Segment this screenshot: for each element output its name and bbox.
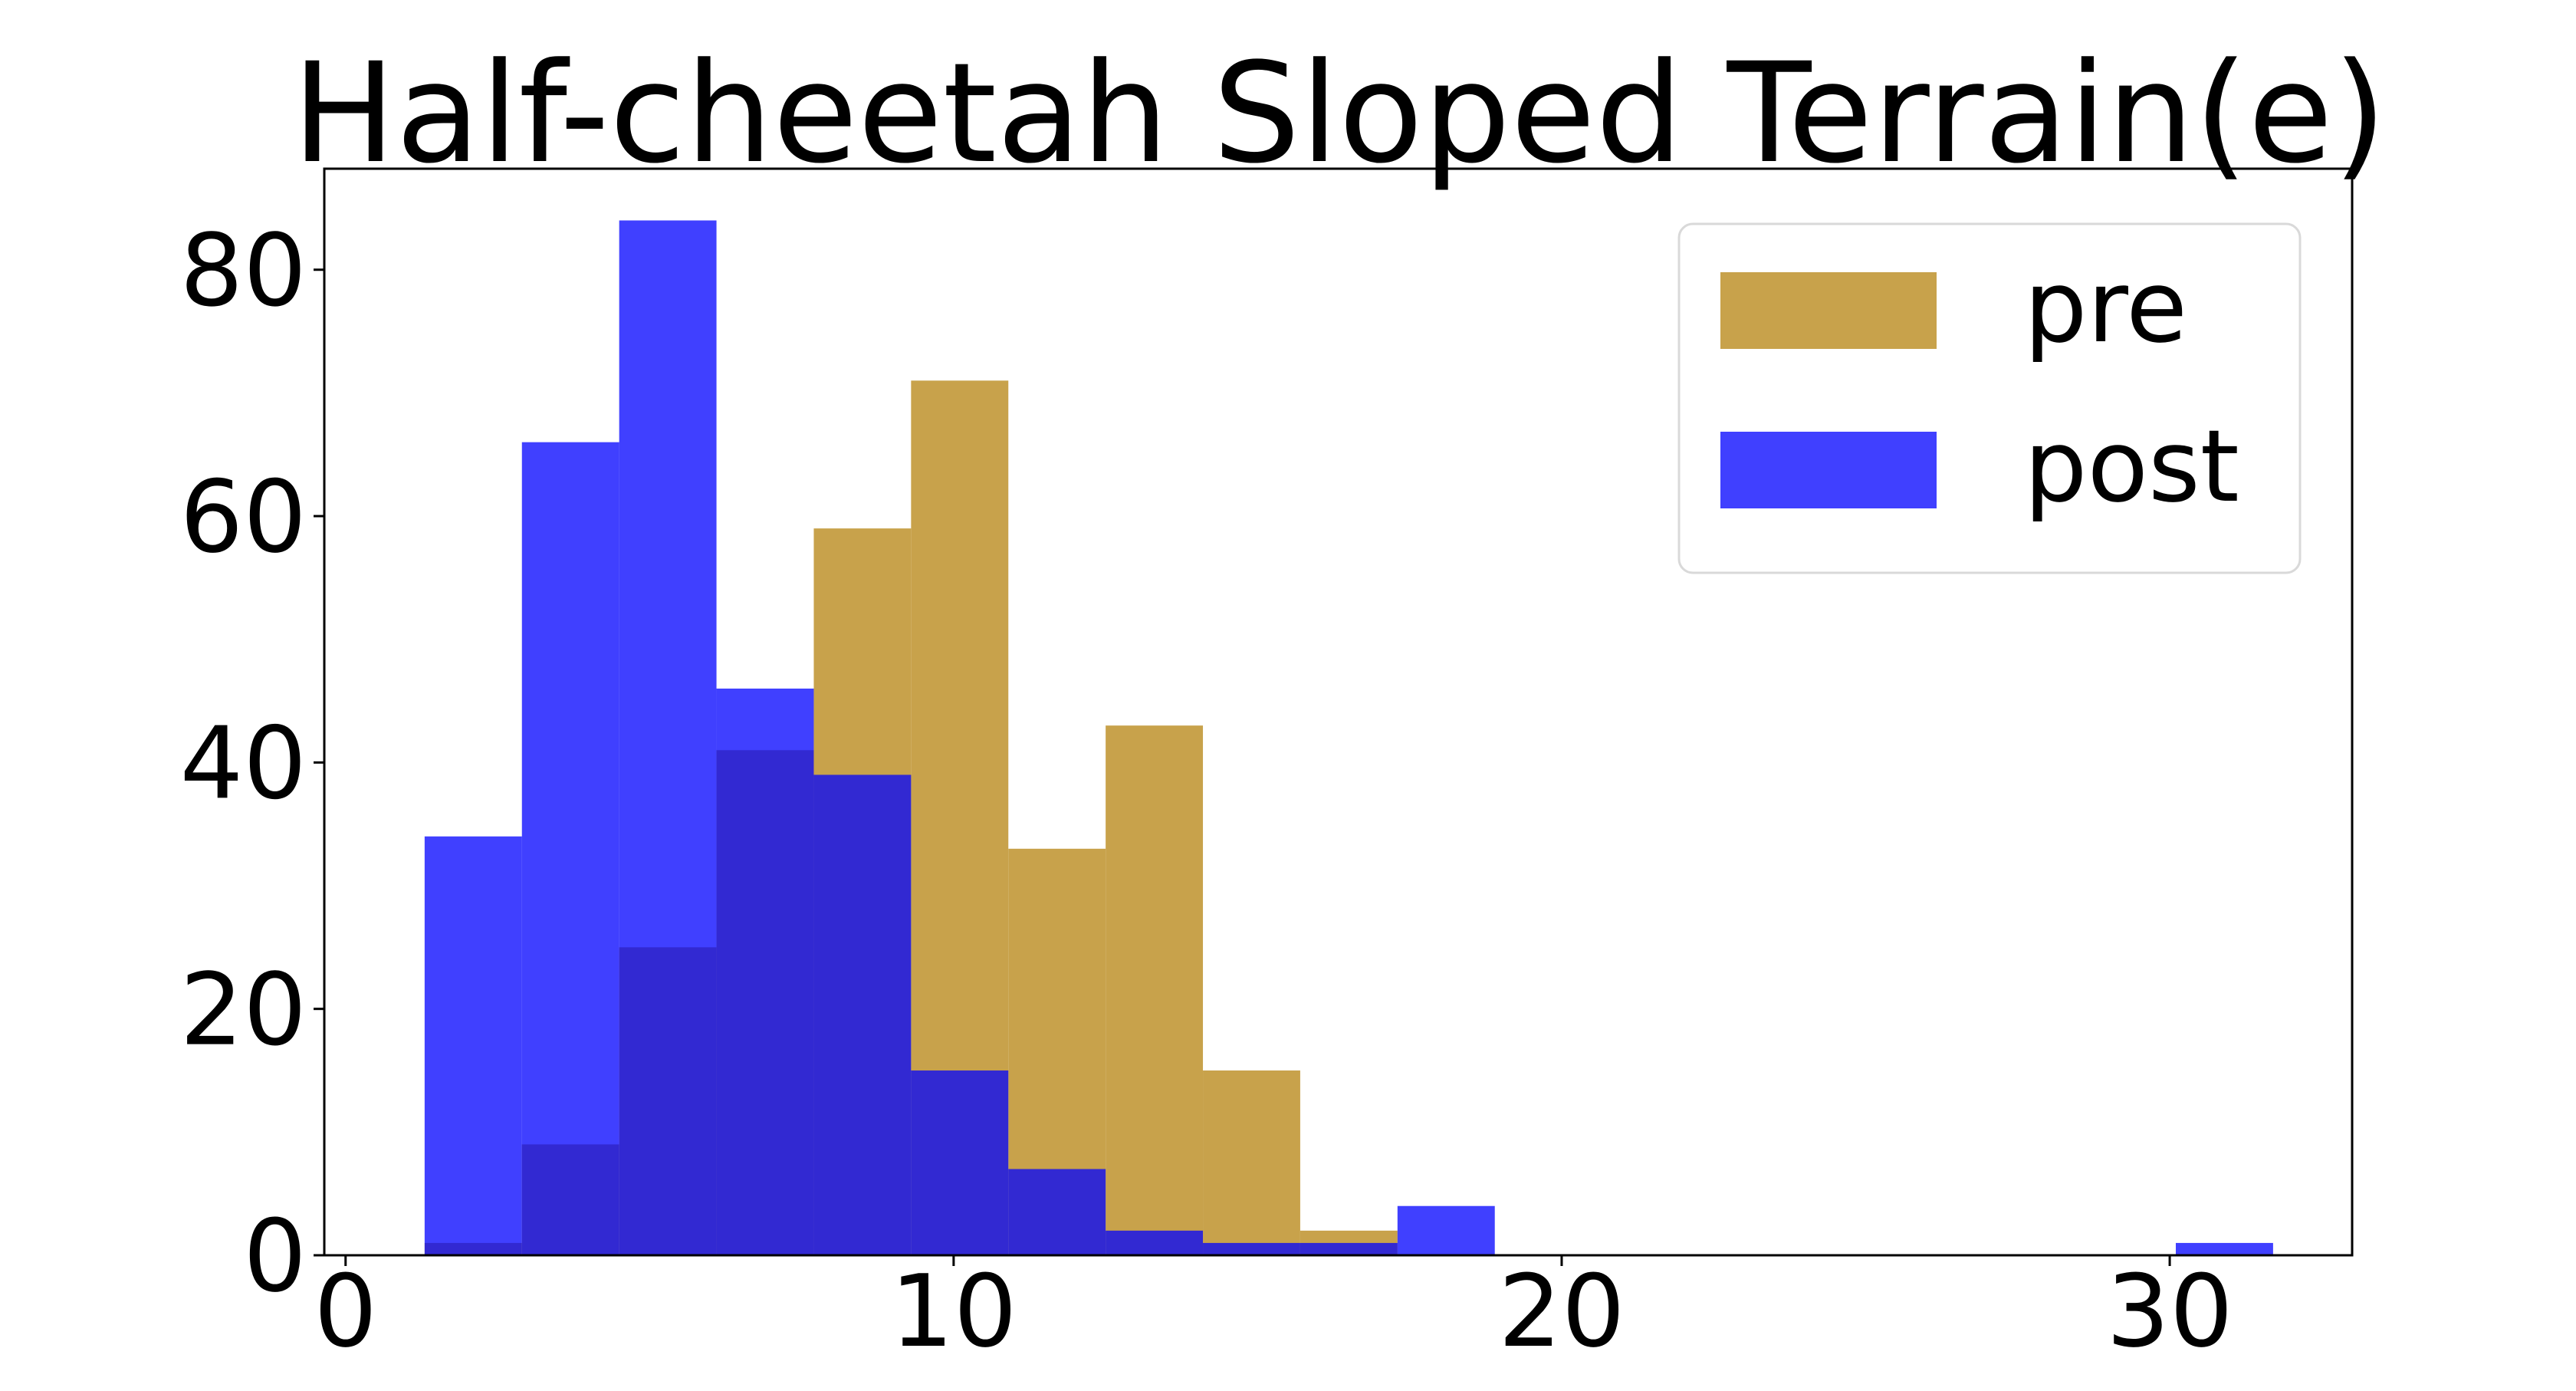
x-axis: 0 10 20 30 [314,1253,2233,1370]
bar-post-4 [813,774,912,1255]
x-tick-label: 0 [314,1253,377,1370]
legend-swatch-post [1720,432,1937,508]
bar-pre-8 [1203,1070,1300,1255]
plot-area-frame [323,167,2354,1257]
bar-post-8 [1203,1242,1300,1255]
legend-swatch-pre [1720,272,1937,349]
y-tick-label: 80 [180,212,307,329]
bar-post-3 [716,688,814,1255]
y-tick-label: 20 [180,952,307,1068]
x-tick-label: 30 [2106,1253,2233,1370]
chart-title: Half-cheetah Sloped Terrain(e) [292,34,2387,194]
bars-layer [424,220,2273,1255]
y-axis: 0 20 40 60 80 [180,212,324,1314]
y-tick-label: 60 [180,459,307,575]
x-tick-label: 20 [1498,1253,1625,1370]
bar-post-10 [1397,1205,1495,1255]
bar-post-9 [1300,1242,1398,1255]
legend-label-pre: pre [2024,248,2187,365]
bar-post-0 [424,836,522,1255]
legend-label-post: post [2024,408,2239,525]
y-tick-label: 40 [180,705,307,821]
bar-post-6 [1008,1169,1106,1255]
bar-pre-7 [1106,725,1204,1255]
bar-post-5 [911,1070,1009,1255]
bar-post-1 [521,442,619,1255]
bar-post-7 [1106,1230,1204,1255]
legend: pre post [1677,222,2302,574]
series-post [424,220,2273,1255]
bar-post-2 [619,220,717,1255]
y-tick-label: 0 [243,1198,307,1314]
bar-post-11 [2176,1242,2273,1255]
x-tick-label: 10 [890,1253,1017,1370]
